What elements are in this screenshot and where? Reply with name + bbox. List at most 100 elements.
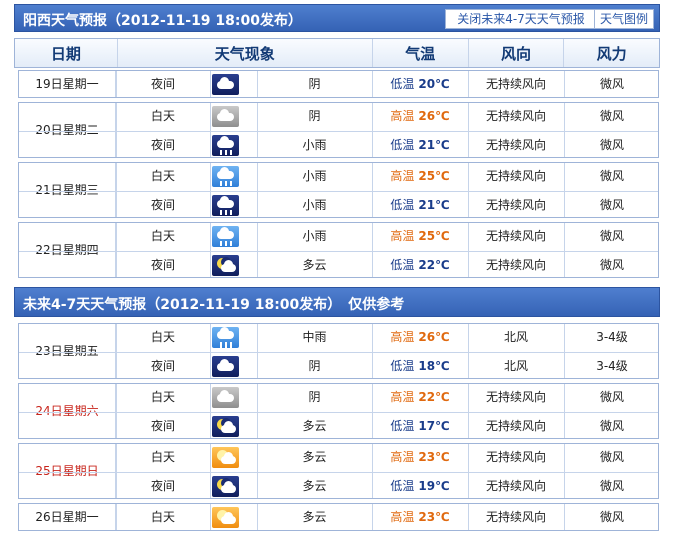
column-divider [372,324,373,378]
temperature-cell: 高温 26℃ [372,103,468,130]
weather-condition: 阴 [308,359,321,373]
day-date: 24日星期六 [19,384,116,438]
wind-direction: 北风 [503,359,528,373]
column-divider [564,103,565,157]
temp-label: 高温 [390,109,415,123]
period-label: 夜间 [150,419,175,433]
wind-force: 微风 [599,510,624,524]
day-date: 19日星期一 [19,71,116,97]
temperature-cell: 高温 22℃ [372,384,468,411]
partly-cloudy-night-icon [212,476,239,497]
temp-label: 低温 [390,419,415,433]
column-divider [564,223,565,277]
wind-direction: 无持续风向 [485,510,546,524]
temperature-cell: 低温 20℃ [372,71,468,98]
temp-value: 22℃ [418,258,450,272]
temp-label: 低温 [390,359,415,373]
day-date: 21日星期三 [19,163,116,217]
forecast-title: 阳西天气预报（2012-11-19 18:00发布） [23,13,302,29]
weather-condition: 多云 [302,450,327,464]
column-divider [210,504,211,530]
temp-value: 19℃ [418,479,450,493]
table-row: 夜间 阴 低温 18℃ 北风 3-4级 [19,352,658,380]
column-divider [372,444,373,498]
column-divider [468,444,469,498]
cloudy-night-icon [212,356,239,377]
column-divider [210,163,211,217]
weather-condition: 多云 [302,510,327,524]
weather-condition: 阴 [308,109,321,123]
header-date: 日期 [50,44,81,63]
column-divider [257,324,258,378]
wind-force: 微风 [599,77,624,91]
column-divider [564,504,565,530]
day-group: 25日星期日 白天 多云 高温 23℃ 无持续风向 微风 夜间 多云 低温 19℃ 无持续风向 微风 [18,443,659,499]
weather-condition: 阴 [308,77,321,91]
temp-value: 20℃ [418,77,450,91]
weather-condition: 小雨 [302,169,327,183]
wind-force: 微风 [599,138,624,152]
temp-value: 21℃ [418,198,450,212]
temperature-cell: 低温 22℃ [372,252,468,279]
temp-value: 21℃ [418,138,450,152]
table-row: 夜间 阴 低温 20℃ 无持续风向 微风 [19,71,658,98]
temp-value: 23℃ [418,510,450,524]
weather-condition: 小雨 [302,138,327,152]
partly-cloudy-day-icon [212,447,239,468]
wind-force: 微风 [599,229,624,243]
header-wind-direction: 风向 [467,39,564,67]
table-row: 夜间 多云 低温 19℃ 无持续风向 微风 [19,472,658,500]
column-divider [116,324,117,378]
table-row: 白天 多云 高温 23℃ 无持续风向 微风 [19,504,658,531]
day-group: 26日星期一 白天 多云 高温 23℃ 无持续风向 微风 [18,503,659,531]
weather-legend-button[interactable]: 天气图例 [594,9,654,29]
column-divider [372,223,373,277]
temp-value: 26℃ [418,109,450,123]
table-row: 白天 阴 高温 22℃ 无持续风向 微风 [19,384,658,411]
wind-direction: 无持续风向 [485,229,546,243]
weather-condition: 小雨 [302,229,327,243]
wind-direction: 无持续风向 [485,198,546,212]
period-label: 夜间 [150,258,175,272]
temp-label: 高温 [390,169,415,183]
temp-value: 23℃ [418,450,450,464]
column-divider [257,384,258,438]
temperature-cell: 高温 25℃ [372,163,468,190]
overcast-icon [212,387,239,408]
column-divider [468,71,469,97]
partly-cloudy-night-icon [212,255,239,276]
temp-value: 25℃ [418,169,450,183]
temp-label: 低温 [390,77,415,91]
period-label: 夜间 [150,138,175,152]
light-rain-night-icon [212,195,239,216]
day-date: 20日星期二 [19,103,116,157]
column-divider [116,504,117,530]
period-label: 夜间 [150,198,175,212]
wind-direction: 无持续风向 [485,138,546,152]
period-label: 白天 [150,330,175,344]
column-divider [468,324,469,378]
overcast-icon [212,106,239,127]
header-weather: 天气现象 [116,39,372,67]
temperature-cell: 低温 17℃ [372,413,468,440]
temp-label: 高温 [390,450,415,464]
period-label: 白天 [150,450,175,464]
header-wind-force: 风力 [563,39,659,67]
temperature-cell: 低温 18℃ [372,353,468,380]
temp-value: 25℃ [418,229,450,243]
column-divider [257,71,258,97]
header-temperature: 气温 [371,39,468,67]
wind-force: 微风 [599,390,624,404]
day-date: 26日星期一 [19,504,116,530]
wind-force: 微风 [599,479,624,493]
temperature-cell: 低温 19℃ [372,473,468,500]
wind-direction: 无持续风向 [485,479,546,493]
weather-condition: 阴 [308,390,321,404]
temperature-cell: 高温 26℃ [372,324,468,351]
temp-value: 22℃ [418,390,450,404]
moderate-rain-icon [212,327,239,348]
close-extended-forecast-button[interactable]: 关闭未来4-7天天气预报 [445,9,597,29]
period-label: 白天 [150,510,175,524]
extended-forecast-title: 未来4-7天天气预报（2012-11-19 18:00发布） 仅供参考 [23,297,405,313]
temp-label: 低温 [390,479,415,493]
